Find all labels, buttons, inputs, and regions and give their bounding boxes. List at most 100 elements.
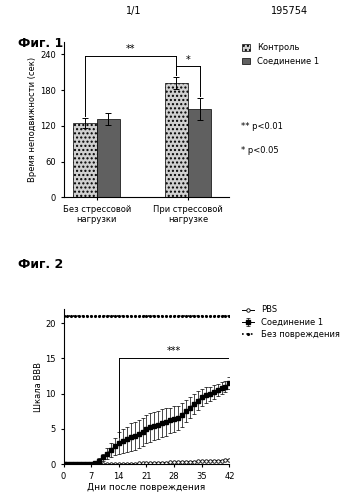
Без повреждения xyxy=(148,313,152,319)
Без повреждения xyxy=(204,313,208,319)
Без повреждения xyxy=(128,313,133,319)
PBS xyxy=(97,461,101,467)
Без повреждения xyxy=(113,313,117,319)
PBS xyxy=(180,459,184,465)
Без повреждения xyxy=(168,313,172,319)
PBS xyxy=(164,460,168,466)
PBS xyxy=(227,457,232,463)
PBS xyxy=(160,460,164,466)
Без повреждения xyxy=(117,313,121,319)
PBS xyxy=(196,458,200,464)
Без повреждения xyxy=(121,313,125,319)
Text: * p<0.05: * p<0.05 xyxy=(241,146,279,155)
PBS xyxy=(215,458,220,464)
Без повреждения xyxy=(215,313,220,319)
Без повреждения xyxy=(105,313,109,319)
PBS xyxy=(93,461,97,467)
PBS xyxy=(125,461,129,467)
Без повреждения xyxy=(65,313,70,319)
Без повреждения xyxy=(192,313,196,319)
Без повреждения xyxy=(89,313,93,319)
Text: ** p<0.01: ** p<0.01 xyxy=(241,122,283,131)
Text: *: * xyxy=(186,55,190,65)
Text: Фиг. 1: Фиг. 1 xyxy=(18,37,63,50)
PBS xyxy=(168,459,172,465)
Без повреждения xyxy=(188,313,192,319)
PBS xyxy=(113,461,117,467)
PBS xyxy=(192,459,196,465)
Без повреждения xyxy=(125,313,129,319)
PBS xyxy=(132,461,137,467)
Без повреждения xyxy=(160,313,164,319)
PBS xyxy=(61,461,66,467)
PBS xyxy=(152,460,156,466)
Text: **: ** xyxy=(126,44,136,54)
PBS xyxy=(188,459,192,465)
PBS xyxy=(176,459,180,465)
PBS xyxy=(220,458,224,464)
Text: 1/1: 1/1 xyxy=(126,6,142,16)
Без повреждения xyxy=(223,313,228,319)
PBS xyxy=(101,461,105,467)
Text: 195754: 195754 xyxy=(271,6,308,16)
Без повреждения xyxy=(93,313,97,319)
Без повреждения xyxy=(132,313,137,319)
Без повреждения xyxy=(137,313,141,319)
Без повреждения xyxy=(196,313,200,319)
PBS xyxy=(211,458,216,464)
Без повреждения xyxy=(172,313,176,319)
PBS xyxy=(200,458,204,464)
PBS xyxy=(208,458,212,464)
PBS xyxy=(109,461,113,467)
Без повреждения xyxy=(109,313,113,319)
Без повреждения xyxy=(184,313,188,319)
X-axis label: Дни после повреждения: Дни после повреждения xyxy=(88,484,205,493)
Без повреждения xyxy=(220,313,224,319)
PBS xyxy=(156,460,161,466)
Bar xyxy=(188,109,211,198)
PBS xyxy=(204,458,208,464)
PBS xyxy=(148,460,152,466)
Legend: PBS, Соединение 1, Без повреждения: PBS, Соединение 1, Без повреждения xyxy=(242,305,340,339)
Y-axis label: Шкала BBB: Шкала BBB xyxy=(34,362,43,412)
Без повреждения xyxy=(140,313,145,319)
Без повреждения xyxy=(176,313,180,319)
PBS xyxy=(69,461,73,467)
Без повреждения xyxy=(73,313,78,319)
PBS xyxy=(223,457,228,463)
PBS xyxy=(81,461,85,467)
Без повреждения xyxy=(85,313,89,319)
Text: ***: *** xyxy=(167,346,181,356)
Bar xyxy=(97,119,120,198)
Bar xyxy=(165,83,188,198)
PBS xyxy=(85,461,89,467)
Без повреждения xyxy=(81,313,85,319)
Без повреждения xyxy=(61,313,66,319)
Legend: Контроль, Соединение 1: Контроль, Соединение 1 xyxy=(242,43,319,66)
Без повреждения xyxy=(227,313,232,319)
PBS xyxy=(65,461,70,467)
PBS xyxy=(140,461,145,467)
PBS xyxy=(172,459,176,465)
Без повреждения xyxy=(69,313,73,319)
PBS xyxy=(73,461,78,467)
Без повреждения xyxy=(156,313,161,319)
Без повреждения xyxy=(200,313,204,319)
Bar xyxy=(73,123,97,198)
Line: PBS: PBS xyxy=(62,458,231,466)
Без повреждения xyxy=(152,313,156,319)
Line: Без повреждения: Без повреждения xyxy=(62,314,231,318)
Без повреждения xyxy=(77,313,82,319)
PBS xyxy=(184,459,188,465)
PBS xyxy=(121,461,125,467)
Без повреждения xyxy=(211,313,216,319)
PBS xyxy=(105,461,109,467)
PBS xyxy=(128,461,133,467)
Без повреждения xyxy=(97,313,101,319)
Без повреждения xyxy=(180,313,184,319)
Y-axis label: Время неподвижности (сек): Время неподвижности (сек) xyxy=(28,57,37,183)
Без повреждения xyxy=(101,313,105,319)
Без повреждения xyxy=(208,313,212,319)
PBS xyxy=(144,461,149,467)
Без повреждения xyxy=(164,313,168,319)
